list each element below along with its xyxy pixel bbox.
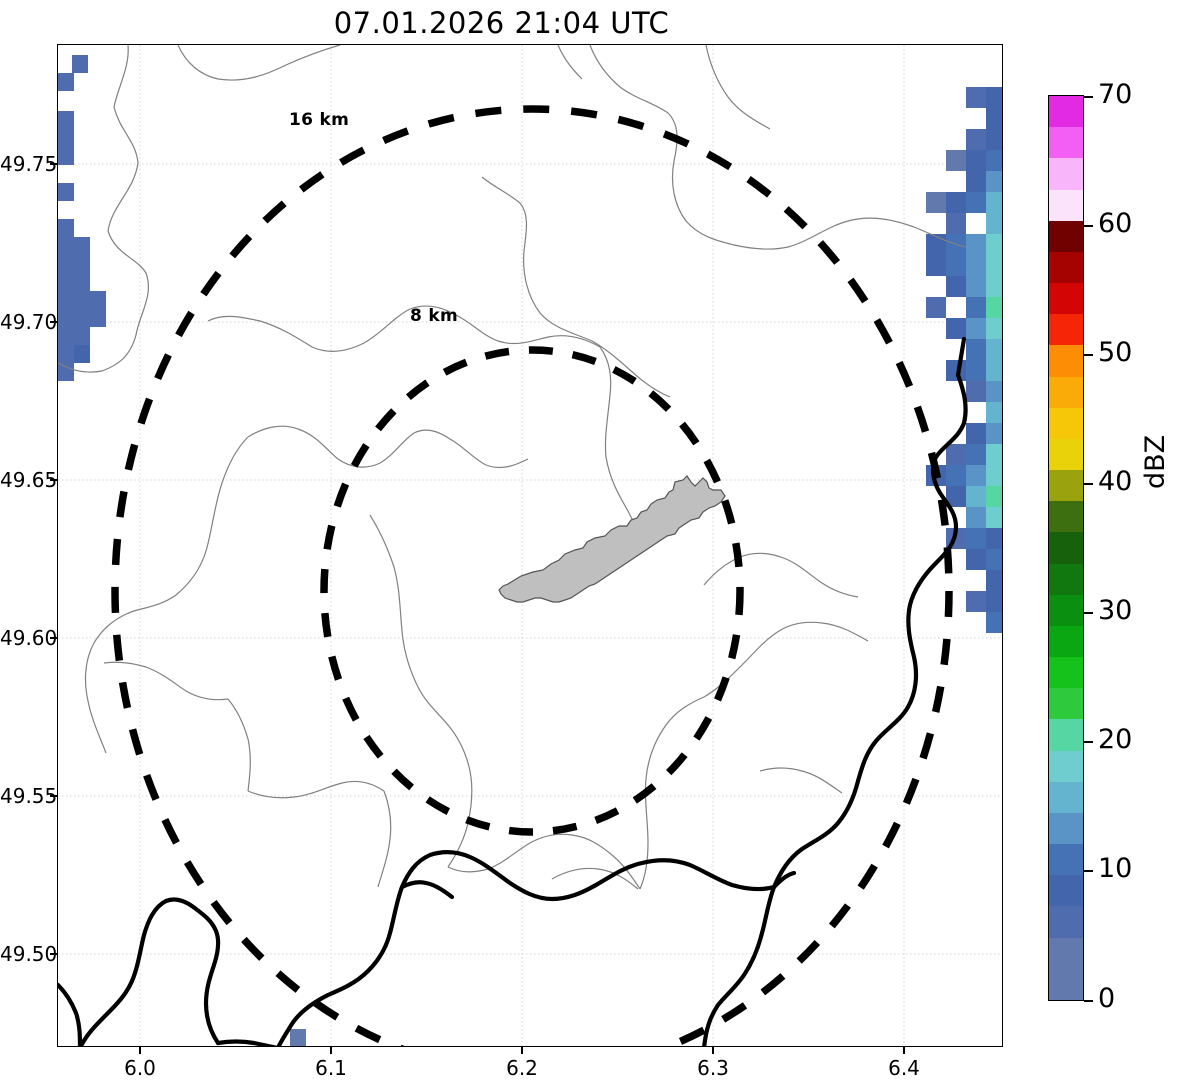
colorbar-label-70: 70	[1098, 79, 1133, 110]
xtick-mark	[139, 1047, 141, 1054]
colorbar-band-10	[1049, 657, 1083, 689]
range-ring-label-16km: 16 km	[289, 110, 350, 130]
colorbar-band-2	[1049, 906, 1083, 938]
colorbar-axis-label: dBZ	[1140, 434, 1171, 489]
colorbar-label-50: 50	[1098, 337, 1133, 368]
colorbar-band-5	[1049, 812, 1083, 845]
map-canvas	[58, 45, 1002, 1046]
colorbar-label-10: 10	[1098, 853, 1133, 884]
colorbar-label-30: 30	[1098, 595, 1133, 626]
colorbar-band-20	[1049, 345, 1083, 377]
colorbar-tick-mark	[1084, 612, 1093, 614]
xtick-mark	[903, 1047, 905, 1054]
colorbar-band-25	[1049, 189, 1083, 221]
map-plot-area[interactable]: 16 km 8 km	[57, 44, 1003, 1047]
range-ring-16km	[111, 105, 953, 1046]
xtick-label-62: 6.2	[506, 1056, 538, 1080]
colorbar-band-12	[1049, 594, 1083, 626]
range-rings-layer	[111, 105, 953, 1046]
range-ring-label-8km: 8 km	[410, 306, 458, 326]
ytick-label-4960: 49.60	[0, 626, 58, 650]
colorbar-band-1	[1049, 937, 1083, 969]
colorbar-band-0	[1049, 968, 1083, 1000]
ytick-label-4955: 49.55	[0, 784, 58, 808]
ytick-mark	[50, 163, 57, 165]
colorbar-tick-mark	[1084, 1000, 1093, 1002]
colorbar-band-4	[1049, 844, 1083, 876]
figure-title: 07.01.2026 21:04 UTC	[333, 6, 670, 40]
xtick-label-64: 6.4	[888, 1056, 920, 1080]
colorbar-band-26	[1049, 158, 1083, 190]
country-border-layer	[58, 336, 968, 1046]
colorbar-tick-mark	[1084, 225, 1093, 227]
colorbar-band-3	[1049, 875, 1083, 907]
colorbar-band-24	[1049, 220, 1083, 252]
colorbar-band-9	[1049, 688, 1083, 720]
colorbar-tick-mark	[1084, 96, 1093, 98]
colorbar-band-21	[1049, 314, 1083, 346]
colorbar-label-0: 0	[1098, 983, 1116, 1014]
colorbar-band-28	[1049, 96, 1083, 128]
ytick-label-4950: 49.50	[0, 942, 58, 966]
colorbar-tick-mark	[1084, 483, 1093, 485]
xtick-label-60: 6.0	[124, 1056, 156, 1080]
colorbar-tick-mark	[1084, 741, 1093, 743]
colorbar	[1048, 95, 1084, 1001]
xtick-label-61: 6.1	[315, 1056, 347, 1080]
ytick-mark	[50, 321, 57, 323]
colorbar-band-13	[1049, 563, 1083, 595]
colorbar-label-60: 60	[1098, 208, 1133, 239]
colorbar-band-8	[1049, 719, 1083, 751]
colorbar-band-23	[1049, 251, 1083, 284]
xtick-mark	[712, 1047, 714, 1054]
colorbar-band-14	[1049, 532, 1083, 564]
radar-reflectivity-layer	[58, 55, 1002, 1046]
range-ring-8km	[320, 346, 744, 836]
colorbar-band-19	[1049, 376, 1083, 408]
ytick-label-4970: 49.70	[0, 310, 58, 334]
colorbar-band-6	[1049, 781, 1083, 813]
colorbar-band-16	[1049, 470, 1083, 502]
city-polygon-layer	[498, 475, 726, 603]
ytick-mark	[50, 479, 57, 481]
colorbar-band-11	[1049, 625, 1083, 658]
ytick-mark	[50, 637, 57, 639]
ytick-mark	[50, 795, 57, 797]
ytick-label-4975: 49.75	[0, 152, 58, 176]
colorbar-tick-mark	[1084, 354, 1093, 356]
xtick-mark	[330, 1047, 332, 1054]
colorbar-label-20: 20	[1098, 724, 1133, 755]
colorbar-band-27	[1049, 127, 1083, 159]
xtick-label-63: 6.3	[697, 1056, 729, 1080]
colorbar-band-17	[1049, 438, 1083, 471]
colorbar-band-7	[1049, 750, 1083, 782]
colorbar-band-18	[1049, 407, 1083, 439]
xtick-mark	[521, 1047, 523, 1054]
colorbar-label-40: 40	[1098, 466, 1133, 497]
ytick-label-4965: 49.65	[0, 468, 58, 492]
colorbar-tick-mark	[1084, 870, 1093, 872]
colorbar-band-15	[1049, 501, 1083, 533]
colorbar-band-22	[1049, 283, 1083, 315]
ytick-mark	[50, 953, 57, 955]
